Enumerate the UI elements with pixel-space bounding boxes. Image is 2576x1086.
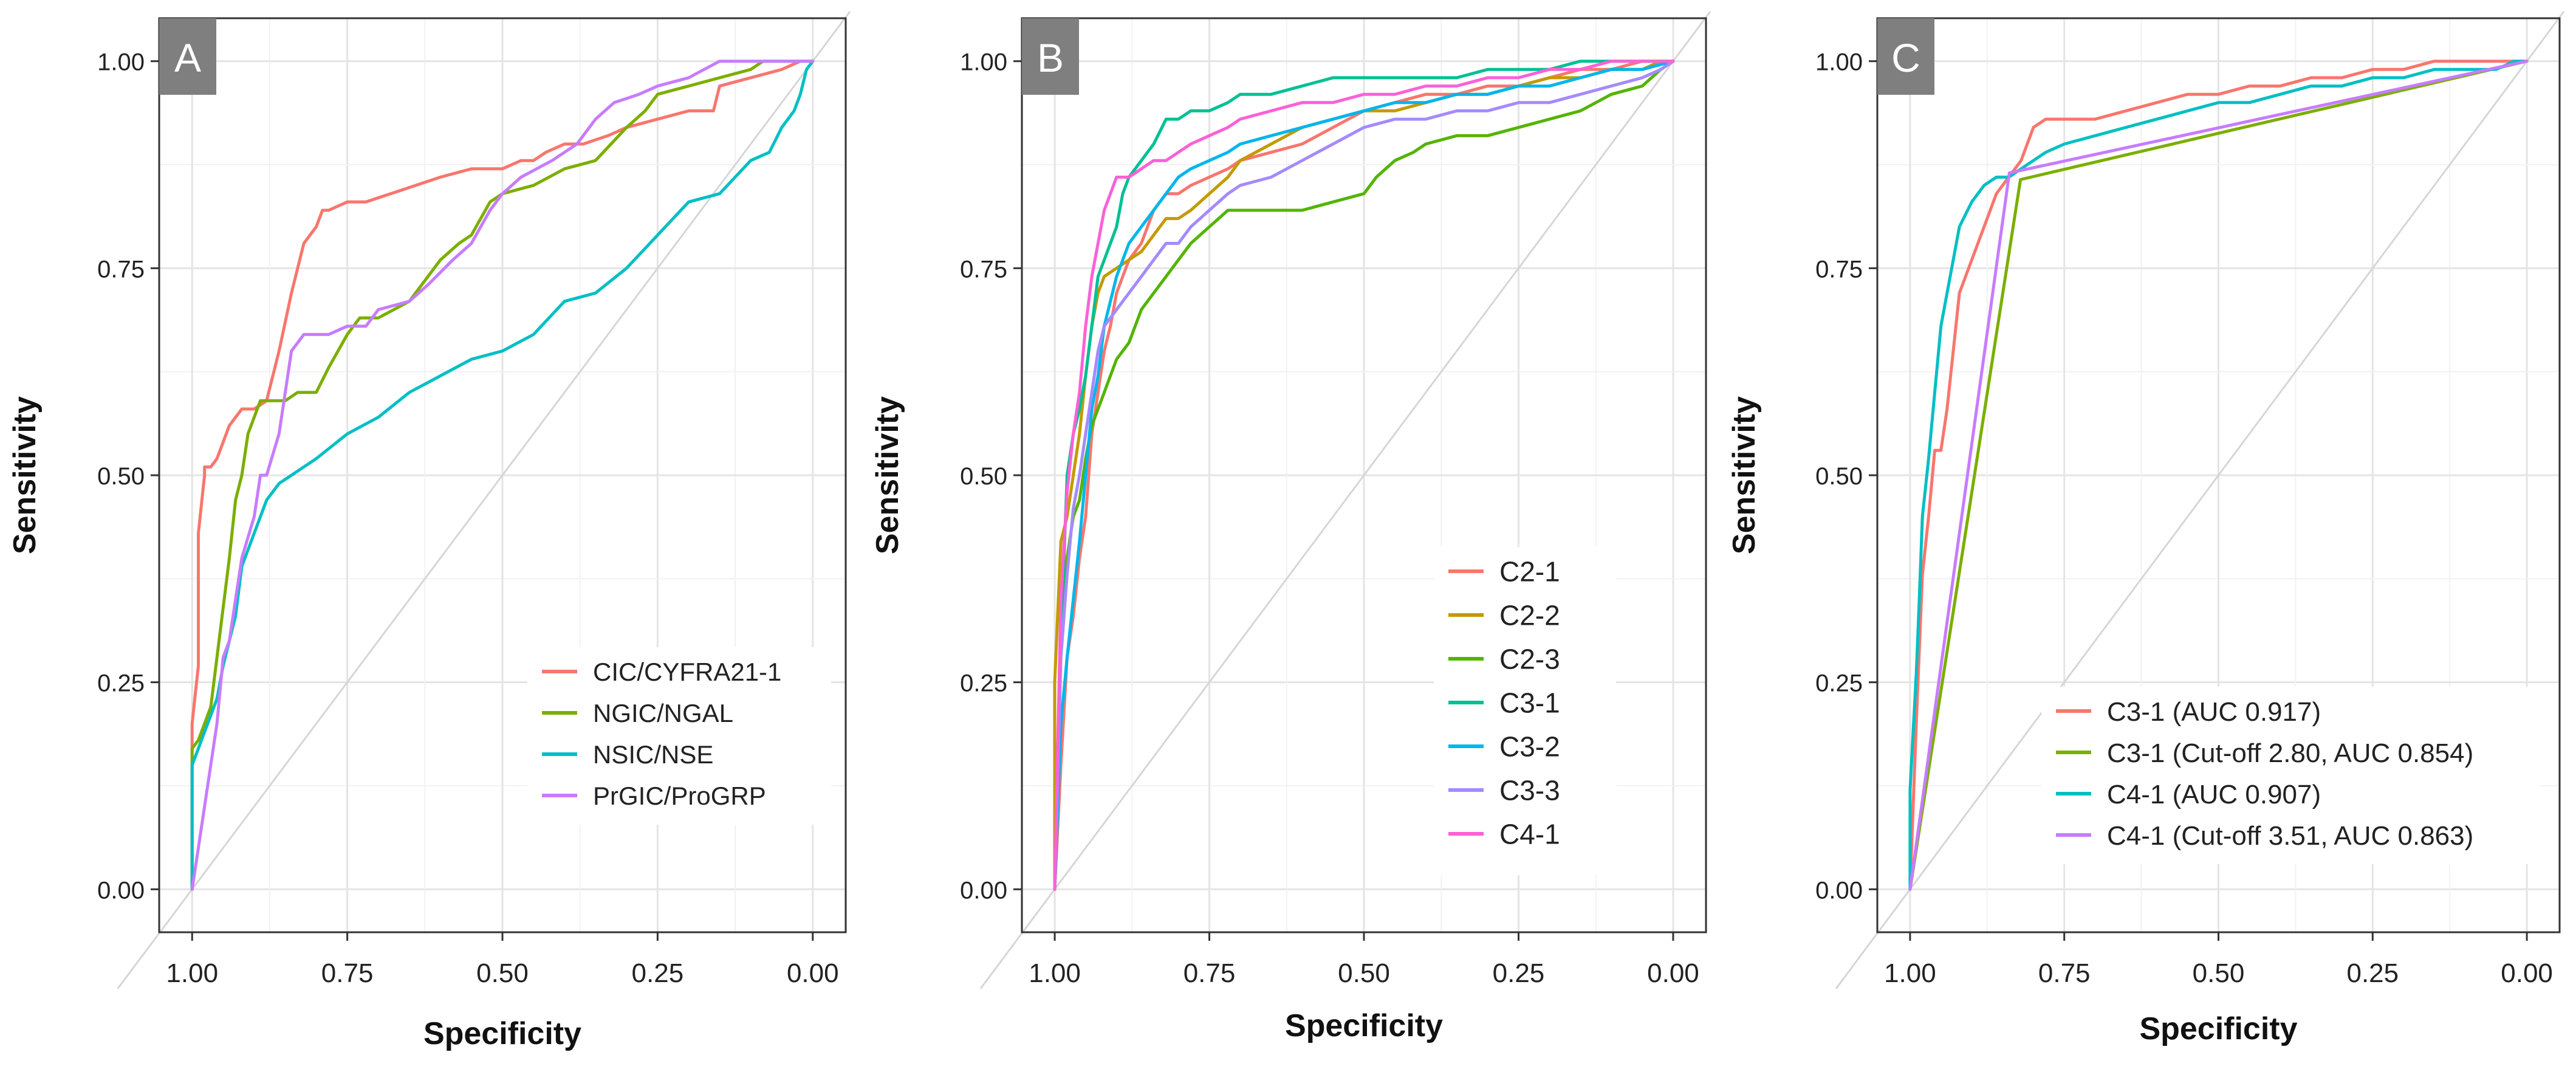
x-tick-label: 0.75 xyxy=(321,958,374,988)
legend-label: CIC/CYFRA21-1 xyxy=(593,658,781,686)
x-tick-label: 1.00 xyxy=(1029,958,1081,988)
x-tick-label: 0.25 xyxy=(632,958,684,988)
legend-label: C4-1 (Cut-off 3.51, AUC 0.863) xyxy=(2107,821,2473,851)
y-tick-label: 0.00 xyxy=(1815,877,1863,904)
legend-label: C3-2 xyxy=(1499,731,1560,763)
y-tick-label: 0.75 xyxy=(960,256,1007,283)
x-axis-title: Specificity xyxy=(1285,1008,1443,1043)
panel-label-box xyxy=(1877,18,1934,95)
y-tick-label: 0.25 xyxy=(960,670,1007,697)
x-tick-label: 0.00 xyxy=(1647,958,1699,988)
legend-label: C3-1 xyxy=(1499,687,1560,719)
legend-label: C3-3 xyxy=(1499,775,1560,806)
legend-label: C2-3 xyxy=(1499,644,1560,675)
legend-label: C2-2 xyxy=(1499,600,1560,631)
y-tick-label: 0.50 xyxy=(960,463,1007,490)
legend-background xyxy=(2041,687,2540,864)
roc-curve-c3-1-auc-0-917- xyxy=(1908,60,2529,891)
legend: C3-1 (AUC 0.917) C3-1 (Cut-off 2.80, AUC … xyxy=(2041,687,2540,864)
x-tick-label: 0.00 xyxy=(787,958,839,988)
panel-label: C xyxy=(1891,35,1920,80)
x-tick-label: 0.75 xyxy=(2038,958,2091,988)
panel-C: C 1.00 0.75 0.50 0.25 0.00 0.00 0.25 0.50 0.75 1.0… xyxy=(1727,11,2565,1046)
x-tick-label: 0.00 xyxy=(2501,958,2553,988)
y-tick-label: 0.50 xyxy=(97,463,145,490)
reference-diagonal xyxy=(117,11,851,989)
roc-curve-c4-1-cut-off-3-51-auc-0-863- xyxy=(1908,60,2529,891)
legend-label: NSIC/NSE xyxy=(593,740,713,769)
roc-curve-c2-1 xyxy=(1053,60,1675,891)
roc-curve-c3-1 xyxy=(1053,60,1675,891)
x-tick-label: 0.50 xyxy=(1338,958,1390,988)
y-tick-label: 1.00 xyxy=(97,49,145,76)
roc-curve-c3-2 xyxy=(1053,60,1675,891)
legend-label: C4-1 xyxy=(1499,819,1560,850)
y-tick-label: 0.00 xyxy=(97,877,145,904)
y-tick-label: 0.50 xyxy=(1815,463,1863,490)
y-tick-label: 0.75 xyxy=(97,256,145,283)
x-axis-title: Specificity xyxy=(423,1016,581,1051)
roc-curve-c3-1-cut-off-2-80-auc-0-854- xyxy=(1908,60,2529,891)
reference-diagonal xyxy=(1835,11,2565,989)
roc-curve-cic-cyfra21-1 xyxy=(190,60,815,891)
x-axis-title: Specificity xyxy=(2139,1011,2297,1046)
roc-curve-prgic-progrp xyxy=(190,60,815,891)
panel-B: B 1.00 0.75 0.50 0.25 0.00 0.00 0.25 0.50 0.75 1.0… xyxy=(870,11,1711,1043)
legend: CIC/CYFRA21-1 NGIC/NGAL NSIC/NSE PrGIC/ProG… xyxy=(527,647,831,825)
x-tick-label: 0.25 xyxy=(2346,958,2399,988)
panel-label: A xyxy=(174,35,201,80)
y-axis-title: Sensitivity xyxy=(1727,396,1762,554)
y-tick-label: 1.00 xyxy=(960,49,1007,76)
roc-curve-c3-3 xyxy=(1053,60,1675,891)
panel-A: A 1.00 0.75 0.50 0.25 0.00 0.00 0.25 0.50 0.75 1.0… xyxy=(7,11,851,1051)
reference-diagonal xyxy=(979,11,1711,989)
x-tick-label: 0.50 xyxy=(476,958,529,988)
legend-label: C4-1 (AUC 0.907) xyxy=(2107,780,2321,809)
panel-label: B xyxy=(1037,35,1064,80)
y-axis-title: Sensitivity xyxy=(870,396,905,554)
x-tick-label: 0.50 xyxy=(2193,958,2245,988)
x-tick-label: 1.00 xyxy=(166,958,218,988)
legend-label: C3-1 (AUC 0.917) xyxy=(2107,697,2321,727)
y-tick-label: 0.25 xyxy=(1815,670,1863,697)
x-tick-label: 0.75 xyxy=(1184,958,1236,988)
legend-label: NGIC/NGAL xyxy=(593,699,733,727)
legend-background xyxy=(527,647,831,825)
y-tick-label: 0.25 xyxy=(97,670,145,697)
x-tick-label: 0.25 xyxy=(1493,958,1545,988)
y-tick-label: 1.00 xyxy=(1815,49,1863,76)
legend-label: C3-1 (Cut-off 2.80, AUC 0.854) xyxy=(2107,738,2473,768)
roc-curve-c4-1-auc-0-907- xyxy=(1908,60,2529,891)
y-tick-label: 0.75 xyxy=(1815,256,1863,283)
y-tick-label: 0.00 xyxy=(960,877,1007,904)
legend: C2-1 C2-2 C2-3 C3-1 C3-2 C3-3 C4-1 xyxy=(1434,547,1616,875)
panel-label-box xyxy=(1022,18,1079,95)
legend-label: PrGIC/ProGRP xyxy=(593,782,766,810)
legend-label: C2-1 xyxy=(1499,556,1560,588)
legend-background xyxy=(1434,547,1616,875)
x-tick-label: 1.00 xyxy=(1884,958,1936,988)
panel-label-box xyxy=(159,18,216,95)
roc-curve-c4-1 xyxy=(1053,60,1675,891)
y-axis-title: Sensitivity xyxy=(7,396,43,554)
